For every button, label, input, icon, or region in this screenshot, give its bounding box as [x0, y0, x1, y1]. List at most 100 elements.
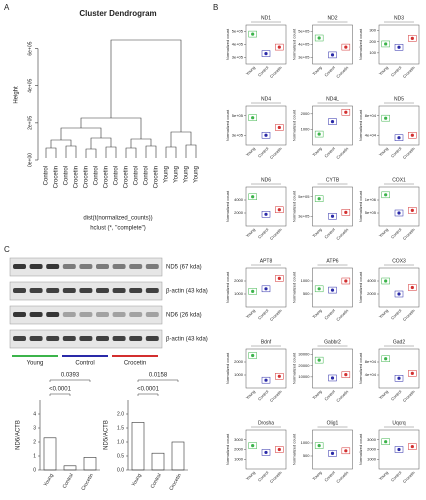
y-tick-label: 4000	[234, 197, 244, 202]
x-tick-label: Young	[378, 227, 389, 238]
y-tick-label: 200	[369, 39, 376, 44]
box	[341, 108, 351, 116]
x-tick-label: Crocetin	[335, 470, 349, 484]
x-tick-label: Crocetin	[335, 308, 349, 322]
plot-title: CYTB	[326, 177, 340, 183]
blot-band	[79, 288, 93, 293]
blot-band	[145, 264, 159, 269]
y-axis-label: Normalized count	[358, 28, 363, 60]
blot-band	[29, 288, 43, 293]
bar	[63, 465, 77, 471]
box	[394, 209, 404, 217]
y-axis-label: Normalized count	[225, 28, 230, 60]
plot-title: ND1	[261, 15, 271, 21]
x-tick-label: Crocetin	[269, 146, 283, 160]
y-tick-label: 3e+05	[298, 213, 310, 218]
y-tick-label: 1000	[234, 456, 244, 461]
group-point	[384, 193, 388, 197]
y-axis-label: Normalized count	[225, 433, 230, 465]
y-tick-label: 1000	[301, 278, 311, 283]
box	[394, 134, 404, 141]
box	[408, 443, 417, 450]
y-tick-label: 2000	[367, 291, 377, 296]
y-tick-label: 8e+04	[365, 113, 377, 118]
bar	[43, 437, 57, 471]
box	[261, 449, 271, 456]
box	[261, 50, 271, 57]
blot-band	[79, 264, 93, 269]
bar	[83, 457, 97, 471]
x-tick-label: Young	[311, 389, 322, 400]
plot-frame	[312, 105, 353, 146]
dendrogram-link	[90, 137, 112, 149]
blot-label: ND5 (67 kda)	[166, 265, 202, 271]
y-tick-label: 30000	[298, 352, 310, 357]
panel-label: A	[4, 3, 10, 12]
group-point	[317, 36, 321, 40]
group-point	[277, 208, 281, 212]
y-tick-label: 4e+04	[365, 372, 377, 377]
box	[341, 43, 351, 51]
group-point	[264, 378, 268, 382]
box	[248, 30, 257, 38]
plot-title: ATP6	[326, 258, 338, 264]
plot-title: Olig1	[327, 420, 339, 426]
x-tick-label: Crocetin	[402, 470, 416, 484]
box	[394, 446, 404, 453]
group-point	[397, 376, 401, 380]
x-tick-label: Crocetin	[335, 389, 349, 403]
group-point	[251, 289, 255, 293]
dendrogram-link	[85, 148, 97, 158]
y-tick-label: 4	[33, 411, 36, 417]
group-point	[317, 132, 321, 136]
x-tick-label: Young	[378, 389, 389, 400]
group-point	[397, 447, 401, 452]
group-point	[384, 42, 388, 46]
x-tick-label: Crocetin	[269, 308, 283, 322]
group-point	[330, 376, 335, 380]
y-axis-label: Normalized count	[225, 271, 230, 303]
blot-band	[29, 264, 43, 269]
y-tick-label: 0e+00	[27, 153, 33, 167]
box	[314, 195, 324, 202]
x-tick-label: Young	[378, 146, 389, 157]
group-point	[397, 292, 401, 296]
y-tick-label: 500	[303, 453, 310, 458]
p-value: <0.0001	[137, 387, 160, 393]
box	[328, 51, 337, 59]
y-tick-label: 2000	[301, 111, 311, 116]
y-axis-label: Normalized count	[292, 28, 297, 60]
group-point	[264, 133, 268, 137]
plot-title: ND2	[327, 15, 337, 21]
y-tick-label: 4e+05	[232, 42, 244, 47]
leaf-label: Crocetin	[104, 166, 110, 188]
blot-band	[129, 336, 143, 341]
y-tick-label: 5e+05	[365, 210, 377, 215]
x-tick-label: Crocetin	[335, 146, 349, 160]
box	[328, 213, 337, 220]
dendrogram-title: Cluster Dendrogram	[79, 9, 156, 18]
group-point	[330, 120, 335, 124]
leaf-label: Control	[144, 166, 150, 185]
box	[275, 43, 284, 51]
p-value: 0.0393	[61, 373, 80, 379]
plot-frame	[378, 348, 420, 389]
box	[408, 284, 417, 291]
box	[408, 370, 417, 377]
plot-frame	[245, 186, 287, 227]
group-point	[397, 136, 401, 140]
x-tick-label: Young	[245, 146, 256, 157]
dendrogram-link	[45, 147, 57, 158]
plot-title: Gad2	[393, 339, 405, 345]
group-point	[277, 125, 281, 130]
bar	[171, 441, 185, 471]
dendrogram-link	[125, 147, 137, 158]
y-axis-label: Normalized count	[292, 109, 297, 141]
y-axis-label: Normalized count	[358, 109, 363, 141]
x-tick-label: Control	[62, 473, 75, 490]
y-tick-label: 4e+05	[27, 78, 33, 92]
blot-band	[13, 288, 26, 293]
x-tick-label: Young	[311, 470, 322, 481]
box	[408, 207, 417, 214]
box	[314, 356, 324, 364]
